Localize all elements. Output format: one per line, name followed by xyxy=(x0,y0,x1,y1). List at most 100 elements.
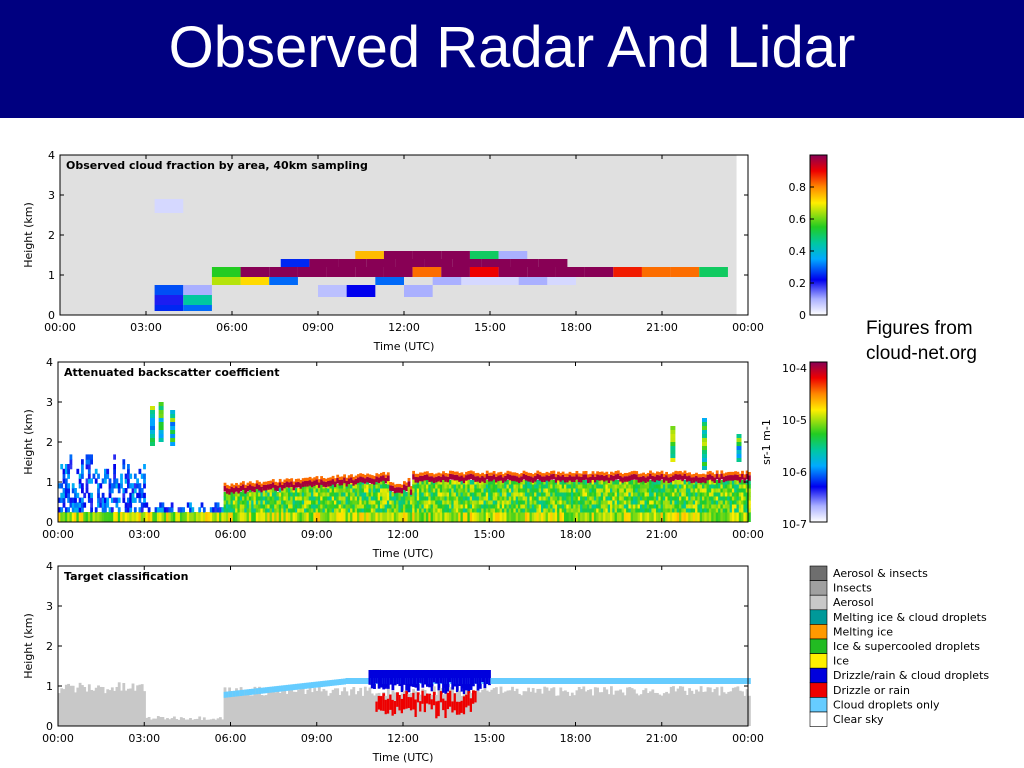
backscatter-cell xyxy=(536,496,540,501)
x-tick-label: 06:00 xyxy=(215,528,247,541)
class-cell xyxy=(720,678,724,684)
class-cell xyxy=(545,687,549,726)
backscatter-cell xyxy=(345,500,349,505)
class-cell xyxy=(184,719,188,726)
class-cell xyxy=(398,694,402,711)
backscatter-cell xyxy=(338,484,342,489)
backscatter-cell xyxy=(628,488,632,493)
backscatter-cell xyxy=(350,488,353,493)
class-cell xyxy=(294,683,298,690)
colorbar-tick-label: 0.4 xyxy=(789,245,807,258)
class-cell xyxy=(741,691,744,726)
backscatter-cell xyxy=(492,496,496,501)
backscatter-cell xyxy=(242,496,245,501)
backscatter-cell xyxy=(400,484,404,488)
backscatter-cell xyxy=(536,488,540,493)
class-cell xyxy=(451,701,455,713)
class-cell xyxy=(83,687,87,726)
backscatter-cell xyxy=(396,496,399,501)
backscatter-cell xyxy=(474,492,478,497)
backscatter-cell xyxy=(616,512,620,522)
backscatter-cell xyxy=(683,508,687,513)
backscatter-cell xyxy=(490,508,494,513)
backscatter-cell xyxy=(136,492,139,499)
backscatter-cell xyxy=(281,484,284,491)
backscatter-cell xyxy=(375,512,379,522)
backscatter-cell xyxy=(656,488,659,493)
colorbar-unit-label: sr-1 m-1 xyxy=(760,419,773,465)
backscatter-cell xyxy=(368,477,372,484)
backscatter-cell xyxy=(610,480,613,485)
backscatter-cell xyxy=(465,484,468,489)
class-cell xyxy=(644,678,648,684)
fraction-cell xyxy=(355,251,384,259)
backscatter-cell xyxy=(403,484,406,490)
backscatter-cell xyxy=(384,492,388,497)
backscatter-cell xyxy=(265,484,268,491)
backscatter-cell xyxy=(294,482,298,488)
backscatter-cell xyxy=(115,478,119,484)
backscatter-cell xyxy=(327,496,330,501)
x-tick-label: 12:00 xyxy=(387,732,419,745)
class-cell xyxy=(152,718,156,726)
backscatter-cell xyxy=(158,426,164,430)
backscatter-cell xyxy=(593,512,597,522)
backscatter-cell xyxy=(442,496,445,501)
backscatter-cell xyxy=(536,492,540,497)
class-cell xyxy=(665,678,668,684)
backscatter-cell xyxy=(78,473,82,479)
backscatter-cell xyxy=(541,492,544,497)
backscatter-cell xyxy=(692,496,696,501)
backscatter-cell xyxy=(635,496,639,501)
backscatter-cell xyxy=(612,504,616,509)
backscatter-cell xyxy=(97,488,100,494)
backscatter-cell xyxy=(278,488,282,493)
backscatter-cell xyxy=(582,480,586,485)
backscatter-cell xyxy=(547,480,551,485)
backscatter-cell xyxy=(115,483,119,489)
backscatter-cell xyxy=(120,483,123,489)
backscatter-cell xyxy=(306,508,310,513)
backscatter-cell xyxy=(660,512,664,522)
backscatter-cell xyxy=(460,484,464,489)
class-cell xyxy=(469,670,473,690)
backscatter-cell xyxy=(258,481,261,486)
backscatter-cell xyxy=(646,504,650,509)
backscatter-cell xyxy=(492,488,496,493)
backscatter-cell xyxy=(669,488,673,493)
backscatter-cell xyxy=(87,492,91,499)
backscatter-cell xyxy=(122,459,126,465)
class-cell xyxy=(720,686,724,726)
backscatter-cell xyxy=(702,496,705,501)
class-cell xyxy=(92,690,96,726)
class-cell xyxy=(85,691,89,726)
backscatter-cell xyxy=(281,504,284,509)
backscatter-cell xyxy=(412,508,415,513)
backscatter-cell xyxy=(566,488,570,493)
class-cell xyxy=(69,685,73,726)
backscatter-cell xyxy=(161,512,165,522)
backscatter-cell xyxy=(630,504,634,509)
backscatter-cell xyxy=(108,492,112,499)
backscatter-cell xyxy=(262,500,266,505)
fraction-cell xyxy=(154,199,184,213)
backscatter-cell xyxy=(524,488,528,493)
backscatter-cell xyxy=(416,496,420,501)
backscatter-cell xyxy=(239,504,243,509)
backscatter-cell xyxy=(628,484,632,489)
class-cell xyxy=(474,670,478,684)
fraction-cell xyxy=(154,305,184,311)
backscatter-cell xyxy=(570,496,574,501)
y-tick-label: 0 xyxy=(46,720,53,733)
backscatter-cell xyxy=(688,508,691,513)
backscatter-cell xyxy=(393,512,397,522)
backscatter-cell xyxy=(731,508,735,513)
class-cell xyxy=(357,691,360,726)
backscatter-cell xyxy=(396,487,399,493)
backscatter-cell xyxy=(561,492,565,497)
backscatter-cell xyxy=(485,473,489,480)
backscatter-cell xyxy=(741,484,744,489)
backscatter-cell xyxy=(547,475,551,482)
class-cell xyxy=(644,688,648,726)
backscatter-cell xyxy=(538,488,542,493)
